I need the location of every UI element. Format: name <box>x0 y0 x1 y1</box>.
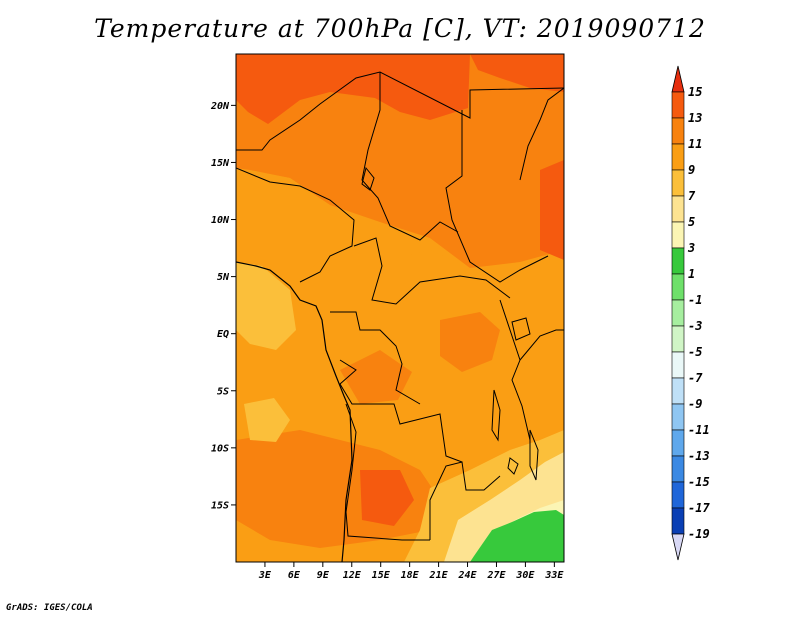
longitude-axis: 3E 6E 9E 12E 15E 18E 21E 24E 27E 30E 33E <box>258 562 564 581</box>
lon-tick-label: 6E <box>288 570 301 581</box>
colorbar-label: -17 <box>688 501 710 515</box>
lake-victoria <box>511 317 531 341</box>
colorbar-label: -3 <box>688 319 702 333</box>
colorbar-segment <box>671 221 685 249</box>
lat-tick-label: EQ <box>217 329 229 340</box>
colorbar-label: 9 <box>688 163 695 177</box>
colorbar-label: -11 <box>688 423 710 437</box>
colorbar-label: 11 <box>688 137 702 151</box>
colorbar-segment <box>671 247 685 275</box>
lat-tick-label: 15S <box>211 500 229 511</box>
lon-tick-label: 9E <box>317 570 330 581</box>
colorbar-label: -13 <box>688 449 710 463</box>
colorbar-label: 7 <box>688 189 696 203</box>
field-coast-patch <box>340 350 412 404</box>
border-line <box>236 71 564 151</box>
lon-tick-label: 12E <box>343 570 362 581</box>
colorbar-segment <box>671 299 685 327</box>
lat-tick-label: 15N <box>211 158 230 169</box>
chart-title: Temperature at 700hPa [C], VT: 201909071… <box>94 14 706 43</box>
colorbar-label: 3 <box>687 241 695 255</box>
border-line <box>353 237 511 305</box>
border-line <box>236 167 355 283</box>
border-line <box>330 311 421 405</box>
field-hot-core <box>236 54 470 124</box>
temperature-field <box>236 54 564 562</box>
colorbar-segment <box>671 351 685 379</box>
lon-tick-label: 3E <box>258 570 272 581</box>
colorbar-segment <box>671 507 685 535</box>
border-line <box>519 329 564 361</box>
lake-chad <box>361 166 375 191</box>
lon-tick-label: 15E <box>372 570 391 581</box>
colorbar-segment <box>671 117 685 145</box>
country-borders <box>236 71 564 562</box>
colorbar-segment <box>671 143 685 171</box>
colorbar-segment <box>671 403 685 431</box>
lon-tick-label: 24E <box>457 570 477 581</box>
field-warm-north <box>236 54 564 268</box>
lat-tick-label: 5N <box>217 272 230 283</box>
lat-tick-label: 20N <box>210 101 230 112</box>
colorbar-label: 13 <box>688 111 702 125</box>
border-line <box>361 72 459 241</box>
colorbar-label: 15 <box>688 85 702 99</box>
colorbar-bottom-arrow <box>671 533 685 561</box>
field-southeast-1 <box>470 510 564 562</box>
lat-tick-label: 5S <box>217 386 229 397</box>
colorbar-segment <box>671 325 685 353</box>
colorbar-label: -5 <box>688 345 702 359</box>
lon-tick-label: 33E <box>544 570 564 581</box>
colorbar-label: -19 <box>688 527 710 541</box>
colorbar-label: -9 <box>688 397 702 411</box>
field-west-africa <box>236 168 360 282</box>
colorbar-label: -1 <box>688 293 702 307</box>
border-line <box>339 359 463 463</box>
colorbar-segment <box>671 429 685 457</box>
colorbar: 15 13 11 9 7 5 3 1 -1 -3 -5 -7 -9 -11 -13 -15 -17 -19 <box>671 65 710 561</box>
lon-tick-label: 30E <box>515 570 535 581</box>
lon-tick-label: 27E <box>486 570 506 581</box>
colorbar-segment <box>671 273 685 301</box>
colorbar-segment <box>671 481 685 509</box>
colorbar-segment <box>671 455 685 483</box>
colorbar-label: 1 <box>688 267 695 281</box>
border-line <box>499 299 531 441</box>
field-angola-coast <box>244 398 290 442</box>
lon-tick-label: 18E <box>401 570 420 581</box>
colorbar-label: -15 <box>688 475 710 489</box>
lake-small <box>507 457 519 475</box>
border-line <box>519 87 564 181</box>
colorbar-segment <box>671 169 685 197</box>
colorbar-segment <box>671 91 685 119</box>
lake-tanganyika <box>491 389 501 442</box>
field-coast-cool <box>236 262 296 350</box>
colorbar-label: 5 <box>688 215 695 229</box>
field-hot-northeast <box>470 54 564 92</box>
footer-credit: GrADS: IGES/COLA <box>6 603 93 613</box>
colorbar-segment <box>671 195 685 223</box>
lat-tick-label: 10S <box>211 443 229 454</box>
field-east-patch <box>540 160 564 260</box>
border-line <box>429 461 501 540</box>
lon-tick-label: 21E <box>429 570 449 581</box>
border-line <box>445 110 549 283</box>
colorbar-top-arrow <box>671 65 685 93</box>
latitude-axis: 20N 15N 10N 5N EQ 5S 10S 15S <box>210 101 236 511</box>
lat-tick-label: 10N <box>211 215 230 226</box>
lake-malawi <box>529 429 539 481</box>
colorbar-label: -7 <box>688 371 703 385</box>
field-south-hot <box>360 470 414 526</box>
field-basin-patch <box>440 312 500 372</box>
map-frame <box>235 53 565 563</box>
coastline <box>236 261 353 562</box>
colorbar-segment <box>671 377 685 405</box>
